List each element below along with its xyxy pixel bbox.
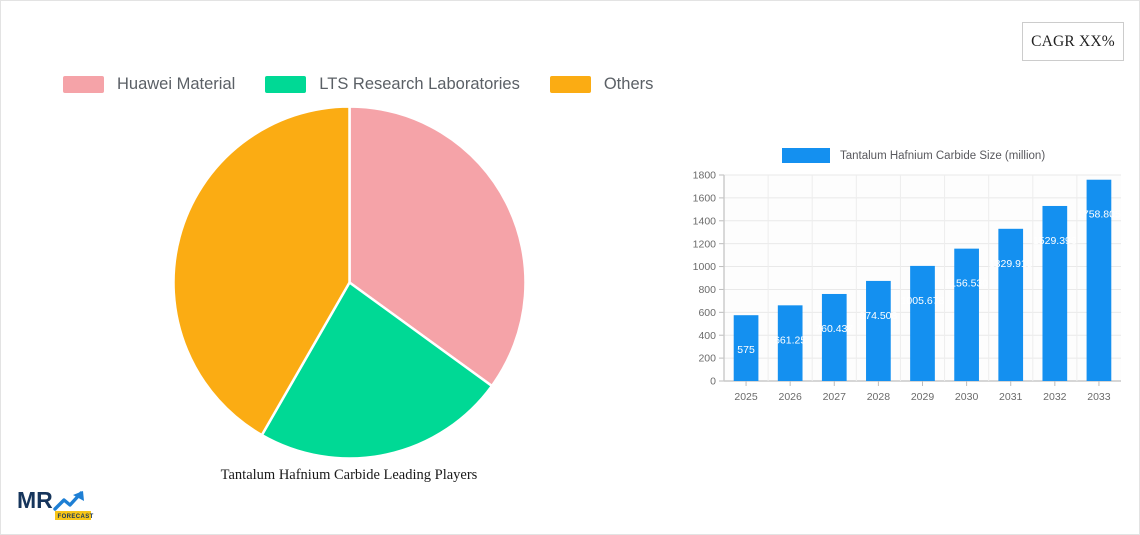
logo-mark-label: MR: [97, 486, 98, 487]
bar-value-label: 760.437: [815, 323, 853, 335]
bar-value-label: 1005.678: [901, 295, 945, 307]
y-tick-label: 1800: [693, 170, 717, 182]
bar-chart: Tantalum Hafnium Carbide Size (million) …: [684, 143, 1124, 411]
x-tick-label: 2025: [734, 391, 758, 403]
bar[interactable]: [910, 265, 935, 381]
bar-value-label: 1156.530: [945, 278, 988, 290]
logo-mark-text: MR: [17, 487, 53, 513]
y-tick-label: 1400: [693, 215, 717, 227]
bar-chart-svg: 0 200 400 600 800 1000 1200 1400 1600 1800 575 2025…: [693, 170, 1121, 403]
bar-value-label: 661.25: [774, 334, 806, 346]
bar[interactable]: [866, 280, 891, 381]
bar-legend[interactable]: Tantalum Hafnium Carbide Size (million): [782, 148, 1045, 163]
arrow-head-icon: [73, 491, 84, 501]
pie-legend-item-1[interactable]: LTS Research Laboratories: [265, 75, 520, 94]
x-tick-label: 2026: [778, 391, 802, 403]
x-tick-label: 2031: [999, 391, 1023, 403]
y-tick-label: 0: [710, 376, 716, 388]
pie-legend: Huawei Material LTS Research Laboratorie…: [63, 75, 683, 94]
trend-arrow-icon: [53, 491, 83, 511]
y-tick-label: 600: [698, 307, 716, 319]
bar-value-label: 575: [737, 344, 755, 356]
legend-swatch-icon: [63, 76, 104, 93]
x-tick-label: 2033: [1087, 391, 1111, 403]
bar[interactable]: [954, 248, 979, 381]
cagr-label: CAGR XX%: [1031, 32, 1115, 50]
y-tick-label: 200: [698, 353, 716, 365]
bar[interactable]: [821, 293, 847, 381]
pie-legend-item-0[interactable]: Huawei Material: [63, 75, 235, 94]
y-tick-label: 1000: [693, 261, 717, 273]
bar[interactable]: [1042, 205, 1068, 381]
x-tick-label: 2032: [1043, 391, 1067, 403]
pie-slice[interactable]: [172, 105, 351, 437]
pie-legend-label: Others: [603, 75, 654, 93]
bar-value-label: 874.503: [859, 310, 897, 322]
legend-swatch-icon: [549, 76, 591, 93]
legend-swatch-icon: [265, 76, 307, 93]
x-tick-label: 2030: [955, 391, 979, 403]
pie-slice[interactable]: [260, 280, 494, 460]
cagr-badge: CAGR XX%: [1022, 22, 1124, 61]
bar-value-label: 1529.396: [1033, 235, 1077, 247]
logo-svg: MR FORECAST: [17, 487, 94, 520]
y-tick-label: 400: [698, 330, 716, 342]
bar[interactable]: [1086, 179, 1112, 381]
pie-chart-title: Tantalum Hafnium Carbide Leading Players: [220, 467, 478, 483]
x-tick-label: 2027: [823, 391, 847, 403]
forecast-badge: [55, 511, 91, 520]
bar[interactable]: [733, 315, 759, 381]
y-tick-label: 1600: [693, 192, 717, 204]
pie-chart: [172, 105, 527, 460]
bar[interactable]: [998, 228, 1024, 381]
pie-slice[interactable]: [348, 105, 527, 388]
bar-value-label: 1329.915: [989, 258, 1033, 270]
legend-swatch-icon: [782, 148, 830, 163]
pie-legend-label: LTS Research Laboratories: [319, 75, 520, 93]
bar[interactable]: [777, 305, 803, 381]
bar-value-label: 1758.805: [1077, 209, 1121, 221]
bar-legend-label: Tantalum Hafnium Carbide Size (million): [840, 149, 1046, 162]
x-tick-label: 2028: [867, 391, 891, 403]
mr-forecast-logo: MR FORECAST MR FORECAST: [17, 486, 97, 522]
pie-legend-label: Huawei Material: [117, 75, 236, 93]
pie-legend-item-2[interactable]: Others: [549, 75, 654, 94]
logo-badge-label: FORECAST: [97, 486, 98, 487]
x-tick-label: 2029: [911, 391, 935, 403]
y-tick-label: 1200: [693, 238, 717, 250]
pie-chart-svg: [172, 105, 527, 460]
logo-badge-text: FORECAST: [58, 514, 94, 520]
y-tick-label: 800: [698, 284, 716, 296]
